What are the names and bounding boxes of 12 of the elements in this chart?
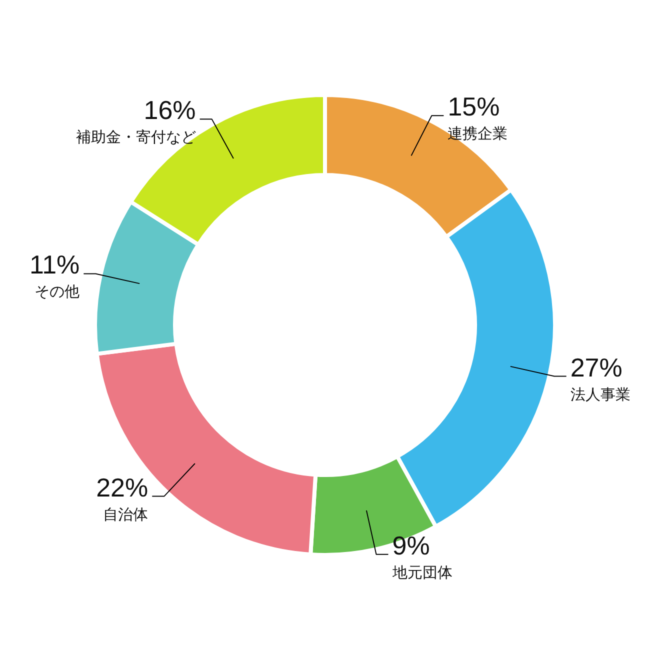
- data-label: 22%: [96, 472, 148, 502]
- data-label: 15%: [448, 92, 500, 122]
- slice-label: 補助金・寄付など: [76, 129, 196, 146]
- data-label: 16%: [144, 95, 196, 126]
- slice-label: その他: [34, 284, 80, 301]
- slice-label: 地元団体: [391, 564, 452, 582]
- data-label: 9%: [392, 530, 430, 560]
- slice-label: 自治体: [103, 506, 148, 524]
- slice-label: 連携企業: [448, 126, 508, 143]
- slice-label: 法人事業: [570, 386, 630, 404]
- data-label: 27%: [570, 352, 622, 382]
- data-label: 11%: [30, 250, 80, 280]
